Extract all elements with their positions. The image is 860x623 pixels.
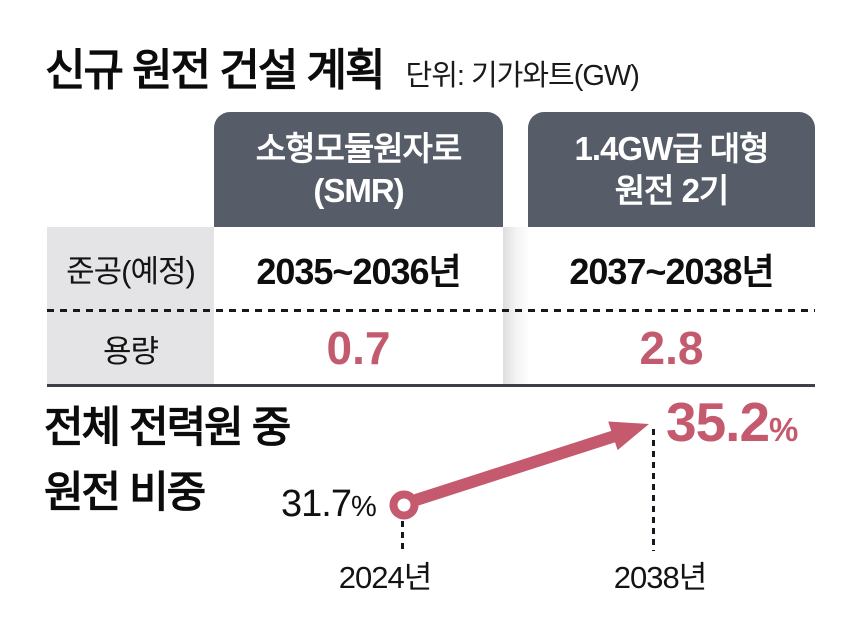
start-point-marker: [389, 490, 419, 520]
page-title: 신규 원전 건설 계획: [45, 46, 386, 95]
construction-plan-table: 소형모듈원자로 (SMR) 1.4GW급 대형 원전 2기 준공(예정) 203…: [47, 112, 815, 386]
arrow-shaft: [414, 430, 617, 506]
row-divider-dotted: [47, 309, 815, 312]
row-label-capacity: 용량: [47, 310, 214, 386]
table-corner-spacer: [47, 112, 214, 227]
completion-value-smr: 2035~2036년: [214, 227, 503, 310]
dashed-leader-2024: [401, 521, 404, 551]
start-percent-number: 31.7: [281, 483, 352, 525]
trend-heading: 전체 전력원 중 원전 비중: [44, 404, 291, 517]
completion-value-large-reactor: 2037~2038년: [528, 227, 815, 310]
column-gap-header: [503, 112, 528, 227]
row-label-completion: 준공(예정): [47, 227, 214, 310]
table-bottom-rule: [47, 384, 815, 387]
unit-label: 단위: 기가와트(GW): [405, 60, 640, 92]
end-percent-number: 35.2: [666, 391, 770, 453]
capacity-value-smr: 0.7: [214, 310, 503, 386]
trend-end-value: 35.2%: [666, 390, 798, 454]
column-gap: [503, 310, 528, 386]
capacity-value-large-reactor: 2.8: [528, 310, 815, 386]
trend-start-value: 31.7%: [281, 483, 377, 526]
end-percent-sign: %: [769, 411, 798, 448]
column-header-large-reactor: 1.4GW급 대형 원전 2기: [528, 112, 815, 227]
dashed-leader-2038: [652, 429, 655, 551]
year-label-2024: 2024년: [338, 560, 432, 595]
column-gap: [503, 227, 528, 310]
start-percent-sign: %: [350, 491, 377, 523]
title-row: 신규 원전 건설 계획 단위: 기가와트(GW): [45, 34, 640, 98]
arrow-head: [608, 421, 649, 451]
year-label-2038: 2038년: [613, 560, 707, 595]
column-header-smr: 소형모듈원자로 (SMR): [214, 112, 503, 227]
trend-up-arrow: [389, 421, 649, 520]
